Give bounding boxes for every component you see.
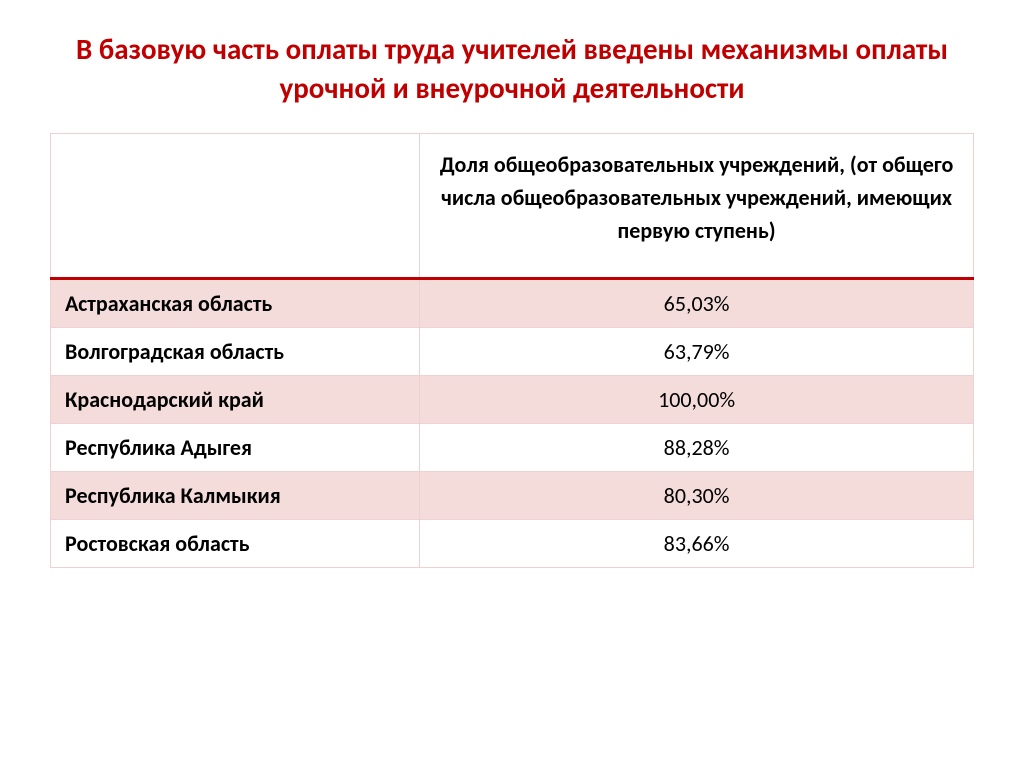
value-cell: 80,30% — [420, 472, 974, 520]
value-cell: 63,79% — [420, 328, 974, 376]
table-header-region — [51, 134, 420, 279]
region-cell: Астраханская область — [51, 279, 420, 328]
table-row: Республика Адыгея 88,28% — [51, 424, 974, 472]
page-title: В базовую часть оплаты труда учителей вв… — [50, 30, 974, 108]
value-cell: 88,28% — [420, 424, 974, 472]
table-row: Ростовская область 83,66% — [51, 520, 974, 568]
table-row: Волгоградская область 63,79% — [51, 328, 974, 376]
table-row: Республика Калмыкия 80,30% — [51, 472, 974, 520]
value-cell: 83,66% — [420, 520, 974, 568]
value-cell: 100,00% — [420, 376, 974, 424]
value-cell: 65,03% — [420, 279, 974, 328]
table-header-value: Доля общеобразовательных учреждений, (от… — [420, 134, 974, 279]
region-cell: Волгоградская область — [51, 328, 420, 376]
region-cell: Республика Адыгея — [51, 424, 420, 472]
table-row: Астраханская область 65,03% — [51, 279, 974, 328]
region-cell: Краснодарский край — [51, 376, 420, 424]
table-row: Краснодарский край 100,00% — [51, 376, 974, 424]
region-cell: Республика Калмыкия — [51, 472, 420, 520]
region-cell: Ростовская область — [51, 520, 420, 568]
data-table: Доля общеобразовательных учреждений, (от… — [50, 133, 974, 568]
